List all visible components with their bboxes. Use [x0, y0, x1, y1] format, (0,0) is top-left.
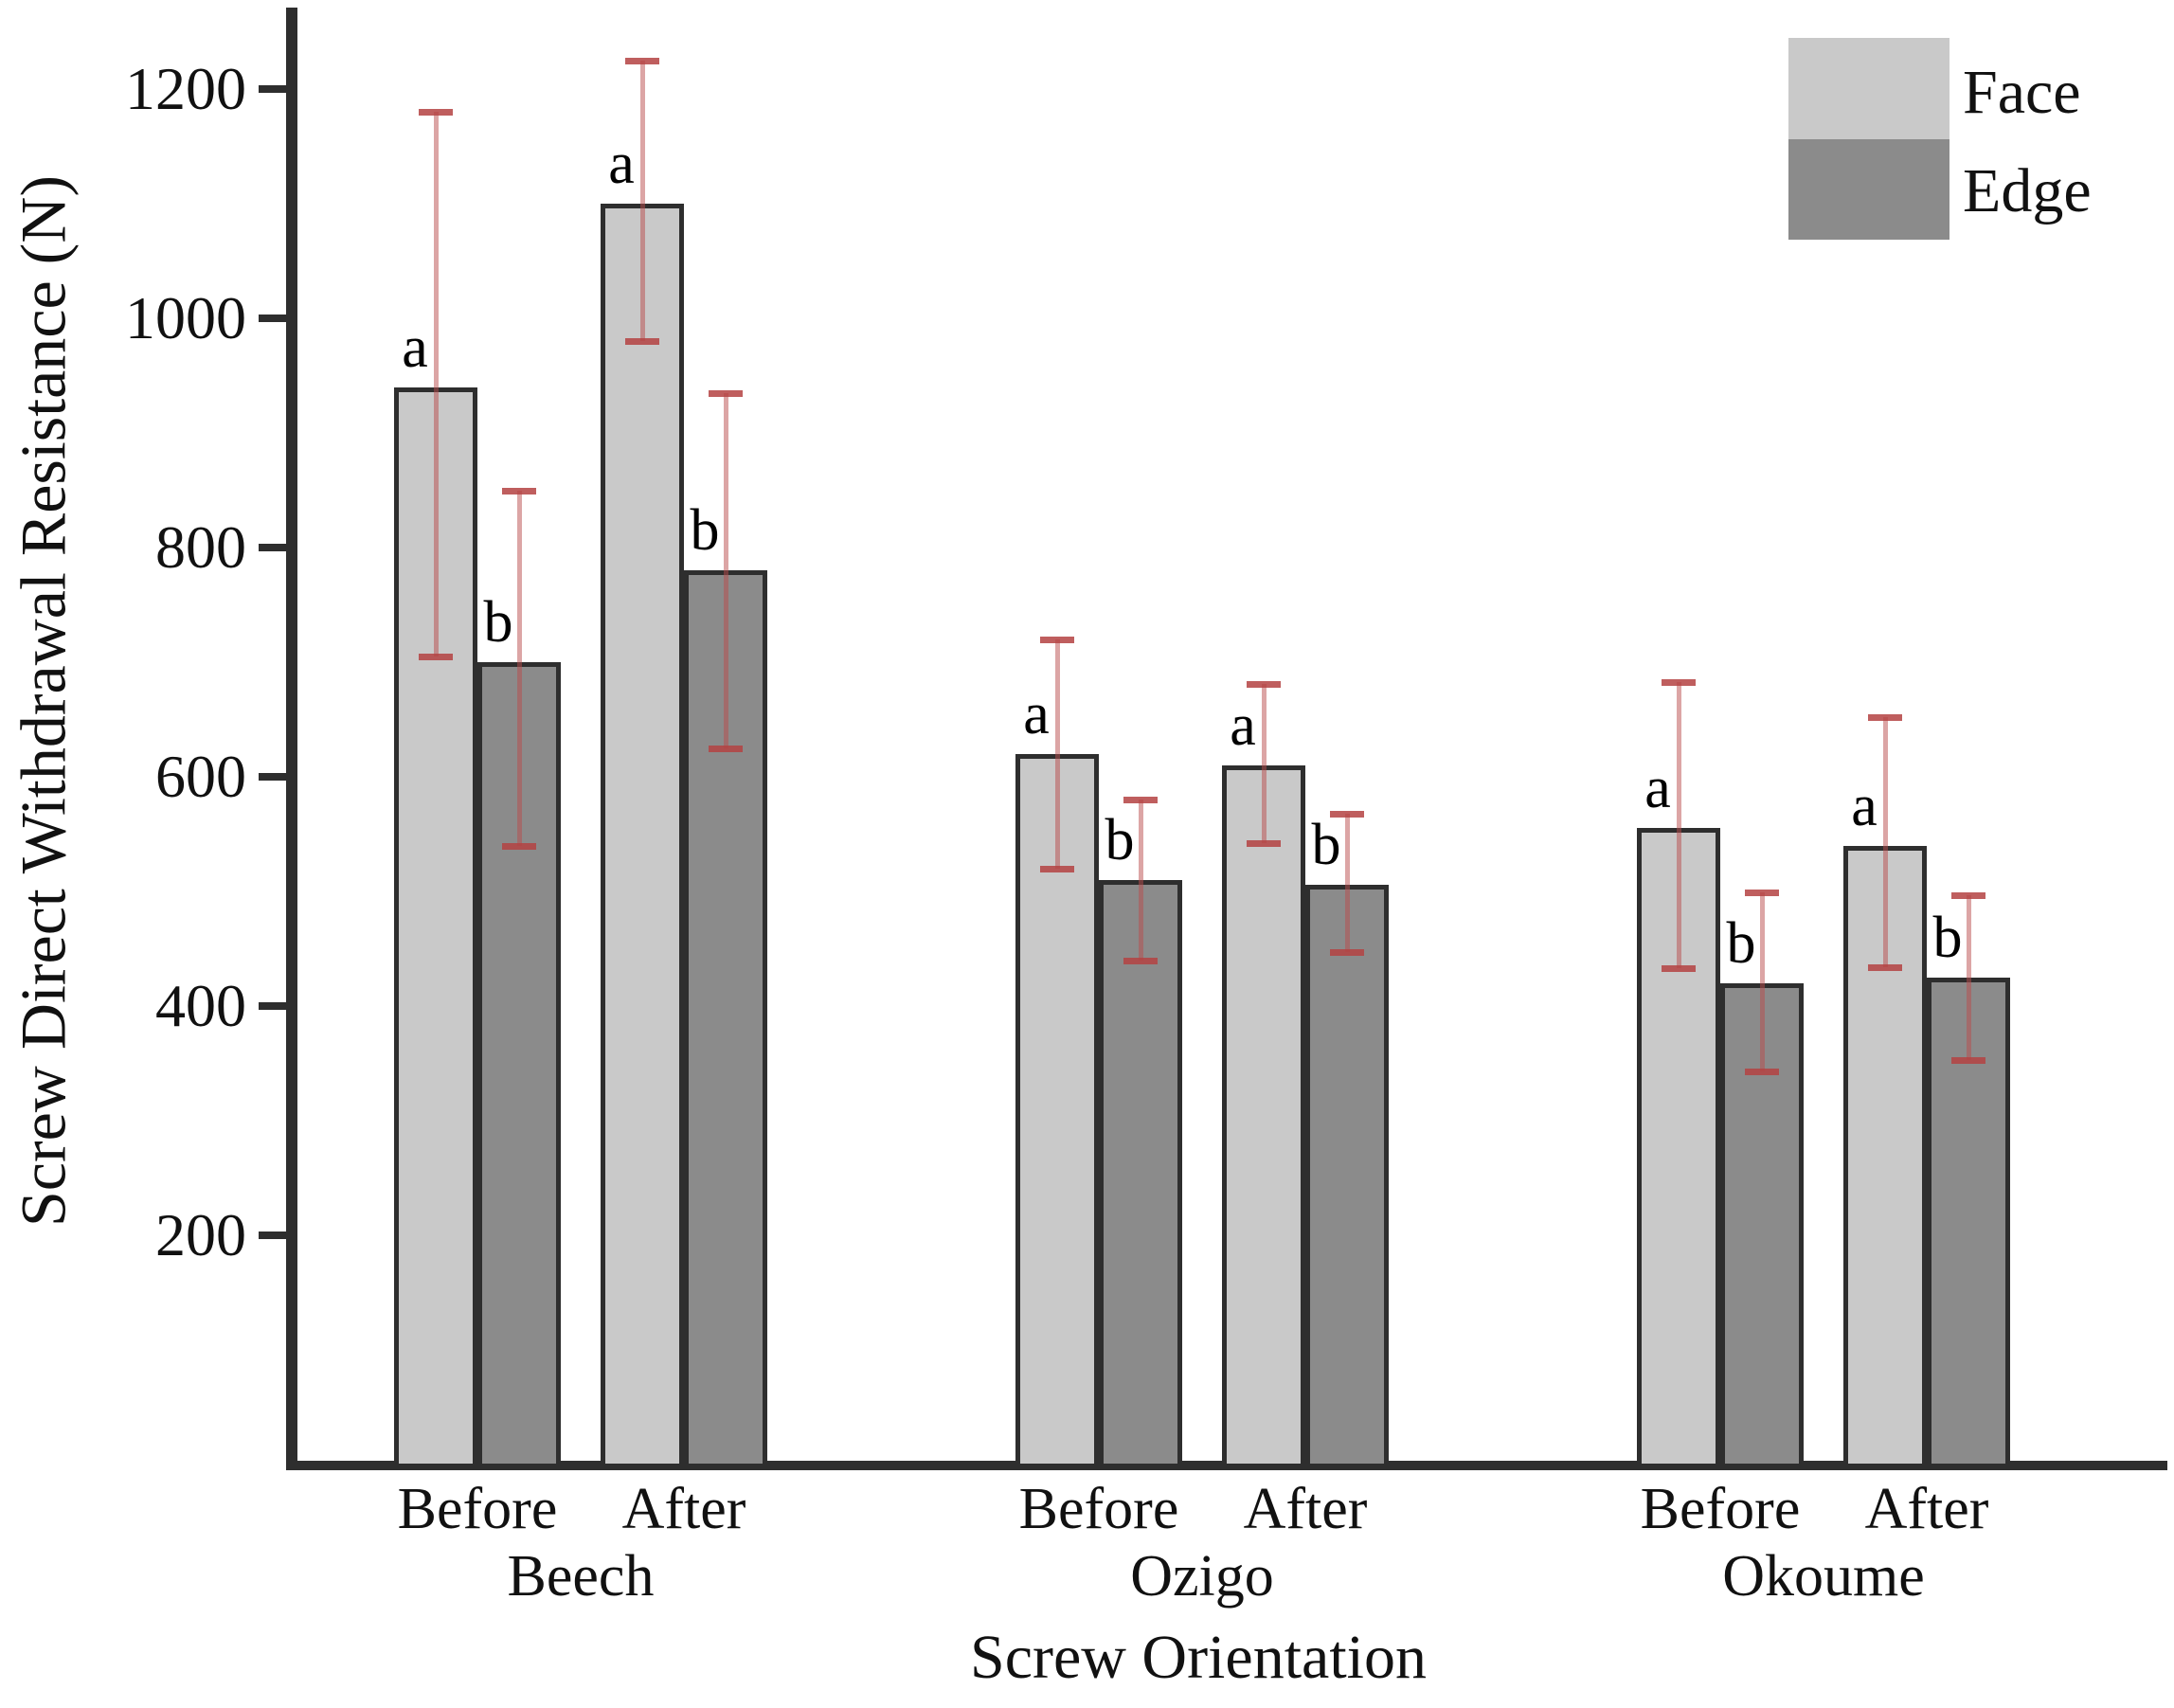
error-cap-low [1330, 949, 1364, 957]
error-cap-low [1868, 963, 1902, 971]
significance-letter-a: a [1023, 681, 1050, 746]
error-cap-low [709, 745, 743, 752]
species-label-ozigo: Ozigo [1130, 1544, 1274, 1609]
error-cap-high [1123, 797, 1158, 804]
error-cap-high [419, 109, 453, 117]
error-bar-okoume-before-edge [1759, 892, 1765, 1071]
error-cap-low [625, 338, 659, 346]
error-bar-beech-after-face [639, 60, 645, 342]
x-label-beech-before: Before [397, 1477, 558, 1541]
bar-ozigo-after-edge [1305, 884, 1389, 1468]
error-cap-high [1745, 890, 1779, 897]
error-bar-okoume-after-edge [1966, 894, 1971, 1060]
significance-letter-b: b [1311, 812, 1341, 877]
error-bar-ozigo-before-edge [1138, 800, 1143, 961]
y-tick-400 [259, 1002, 287, 1010]
error-cap-high [625, 57, 659, 64]
significance-letter-a: a [1230, 692, 1256, 758]
species-label-beech: Beech [507, 1544, 655, 1609]
error-bar-ozigo-before-face [1054, 638, 1060, 869]
x-axis-title: Screw Orientation [969, 1623, 1427, 1692]
bar-ozigo-before-edge [1099, 879, 1182, 1468]
significance-letter-a: a [608, 132, 635, 196]
error-bar-okoume-before-face [1676, 681, 1681, 969]
error-cap-high [1330, 810, 1364, 818]
error-bar-ozigo-after-edge [1344, 813, 1350, 953]
bar-beech-after-face [601, 204, 684, 1468]
significance-letter-b: b [1105, 807, 1135, 872]
y-tick-label-400: 400 [155, 972, 246, 1039]
error-bar-okoume-after-face [1882, 717, 1888, 967]
error-cap-high [1040, 636, 1074, 643]
x-label-ozigo-before: Before [1018, 1477, 1179, 1541]
error-cap-high [1868, 714, 1902, 722]
x-label-okoume-before: Before [1640, 1477, 1801, 1541]
x-label-okoume-after: After [1864, 1477, 1989, 1541]
y-tick-1000 [259, 315, 287, 322]
x-label-beech-after: After [621, 1477, 746, 1541]
error-cap-low [1123, 957, 1158, 964]
y-tick-1200 [259, 85, 287, 93]
bar-beech-before-edge [477, 662, 561, 1468]
x-label-ozigo-after: After [1243, 1477, 1368, 1541]
error-cap-high [1951, 891, 1985, 899]
y-tick-label-200: 200 [155, 1201, 246, 1268]
error-bar-ozigo-after-face [1261, 683, 1267, 844]
legend-label-edge: Edge [1963, 156, 2092, 225]
bar-ozigo-after-face [1222, 764, 1305, 1468]
error-bar-beech-after-edge [723, 392, 728, 748]
significance-letter-a: a [402, 315, 428, 380]
y-tick-200 [259, 1232, 287, 1239]
error-cap-high [1247, 680, 1281, 688]
legend-swatch-face [1788, 38, 1949, 139]
significance-letter-a: a [1644, 756, 1671, 821]
error-bar-beech-before-edge [516, 490, 522, 846]
error-cap-low [502, 842, 536, 850]
y-tick-label-600: 600 [155, 743, 246, 810]
species-label-okoume: Okoume [1722, 1544, 1925, 1609]
error-cap-high [502, 487, 536, 494]
error-cap-low [1662, 965, 1696, 973]
significance-letter-b: b [483, 590, 513, 655]
error-cap-high [709, 389, 743, 397]
y-tick-800 [259, 544, 287, 551]
significance-letter-a: a [1851, 773, 1878, 838]
y-tick-label-1200: 1200 [125, 55, 246, 122]
bar-ozigo-before-face [1015, 753, 1099, 1468]
significance-letter-b: b [1932, 905, 1963, 970]
y-tick-label-800: 800 [155, 513, 246, 581]
significance-letter-b: b [1726, 910, 1756, 976]
y-tick-600 [259, 773, 287, 781]
significance-letter-b: b [690, 498, 720, 564]
error-cap-low [1745, 1068, 1779, 1075]
error-cap-low [1247, 840, 1281, 848]
error-bar-beech-before-face [433, 112, 439, 656]
error-cap-low [419, 653, 453, 660]
error-cap-low [1040, 865, 1074, 872]
y-axis-line [286, 8, 297, 1470]
legend-swatch-edge [1788, 139, 1949, 240]
legend-label-face: Face [1963, 58, 2081, 127]
y-tick-label-1000: 1000 [125, 284, 246, 351]
error-cap-low [1951, 1056, 1985, 1064]
error-cap-high [1662, 678, 1696, 686]
